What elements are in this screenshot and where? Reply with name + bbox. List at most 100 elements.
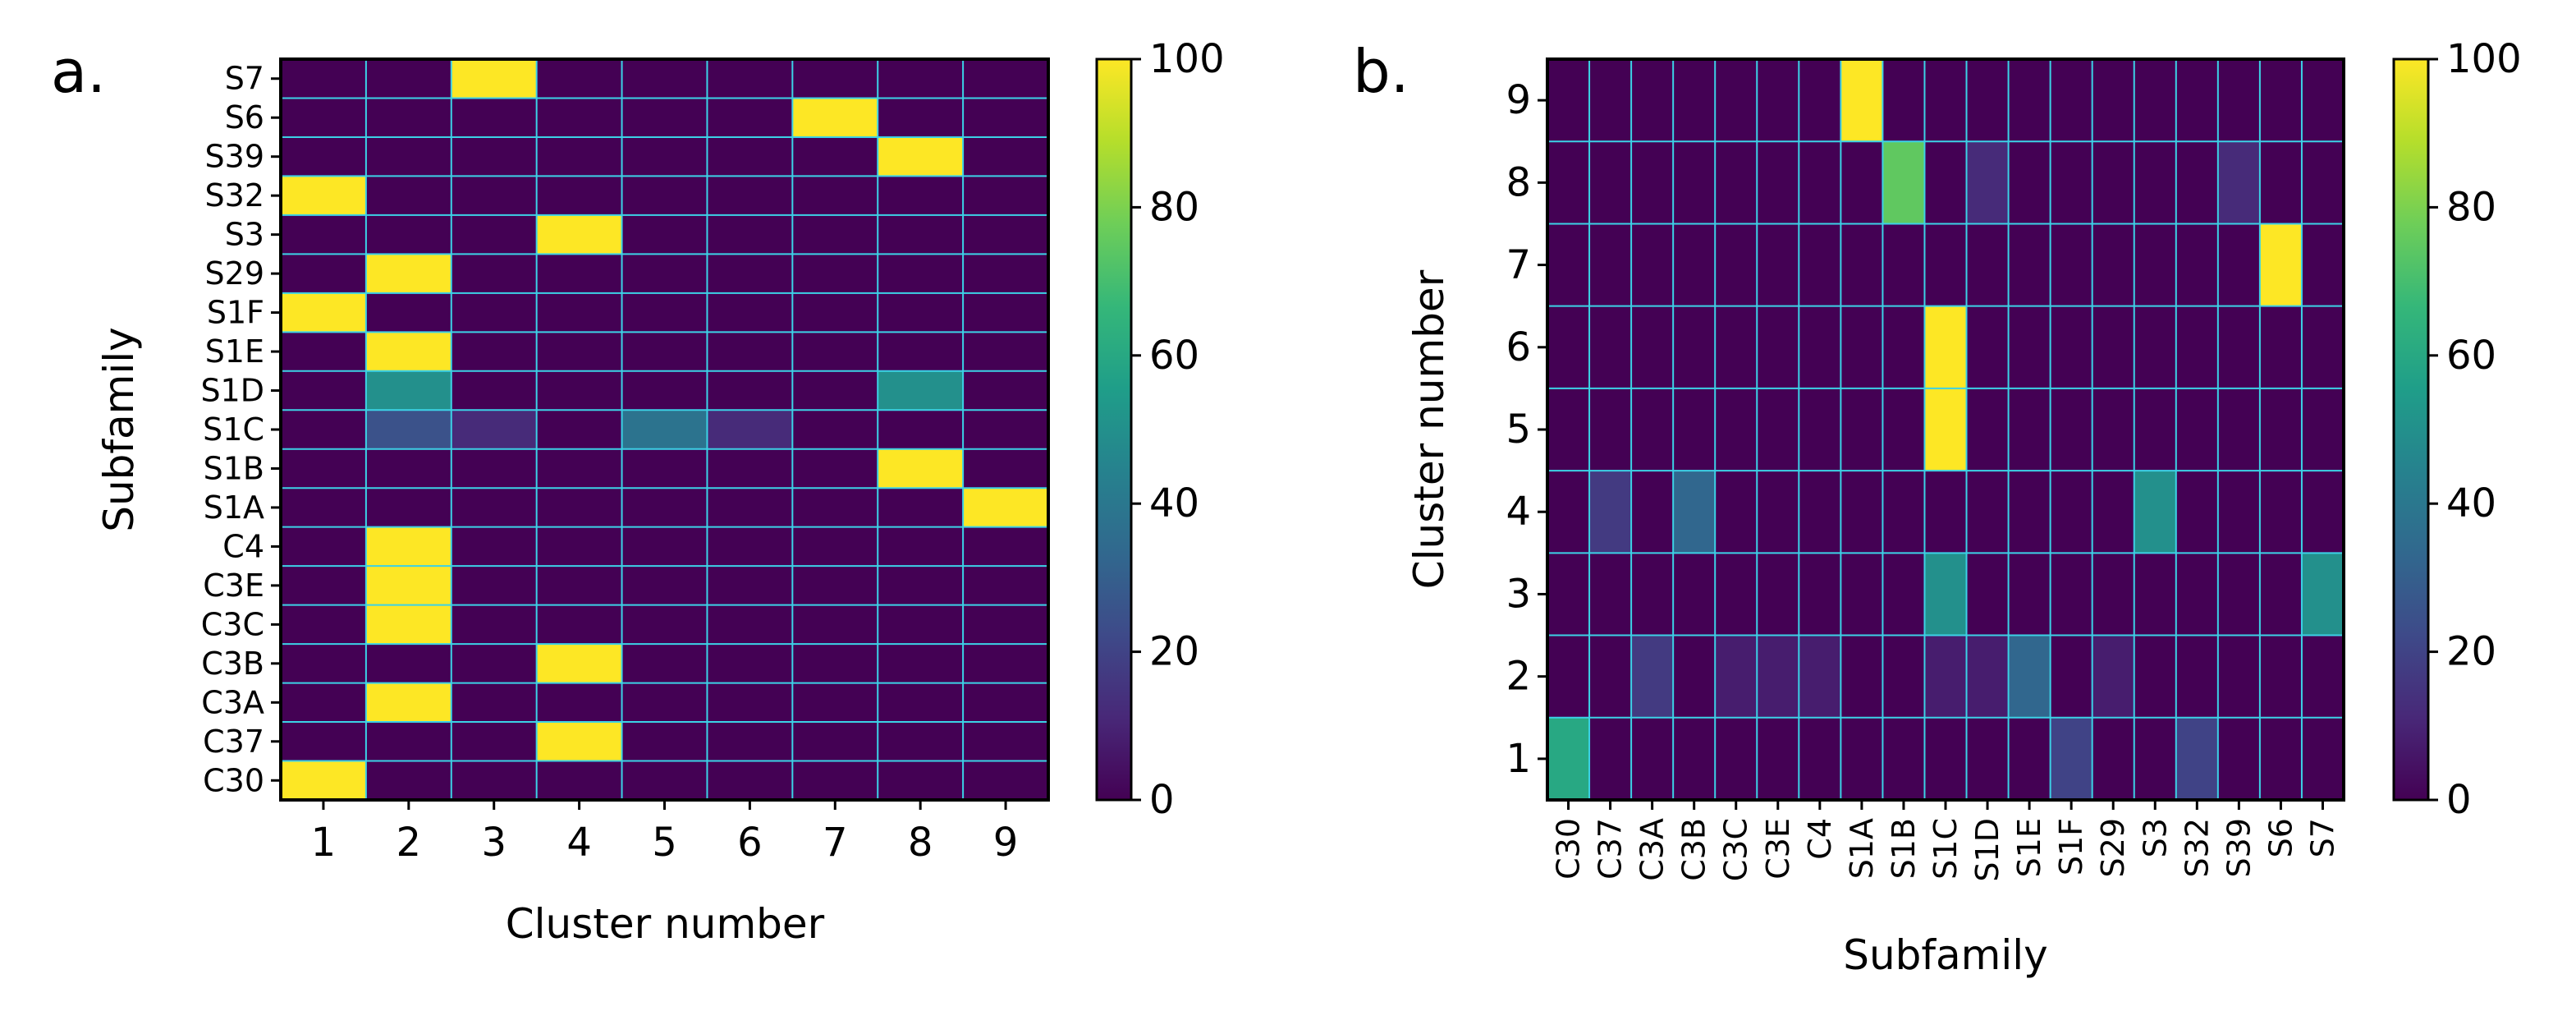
- heatmap-cell: [451, 566, 538, 606]
- heatmap-cell: [621, 98, 708, 138]
- heatmap-cell: [281, 526, 367, 567]
- heatmap-cell: [1799, 141, 1841, 225]
- heatmap-cell: [1924, 553, 1968, 636]
- heatmap-cell: [2217, 59, 2261, 142]
- heatmap-cell: [621, 292, 708, 333]
- y-tick-label: 9: [1506, 77, 1531, 123]
- heatmap-cell: [451, 682, 538, 723]
- heatmap-cell: [451, 370, 538, 411]
- heatmap-cell: [536, 254, 623, 294]
- heatmap-cell: [707, 566, 793, 606]
- heatmap-cell: [2134, 59, 2177, 142]
- heatmap-cell: [536, 526, 623, 567]
- x-tick-label: S1C: [1927, 818, 1964, 880]
- heatmap-cell: [2050, 635, 2093, 719]
- heatmap-cell: [963, 488, 1049, 528]
- panel-b-colorbar: 0 20 40 60 80 100: [2392, 36, 2522, 823]
- panel-b-x-ticks: C30 C37 C3A C3B C3C C3E C4 S1A S1B S1C S1D S1E S1F S2…: [1551, 800, 2340, 882]
- heatmap-cell: [1547, 717, 1590, 801]
- colorbar-gradient: [1097, 59, 1131, 800]
- heatmap-cell: [792, 254, 878, 294]
- heatmap-cell: [1840, 223, 1884, 307]
- y-tick-label: S1E: [205, 333, 264, 370]
- heatmap-cell: [536, 98, 623, 138]
- heatmap-cell: [878, 59, 964, 99]
- heatmap-cell: [2301, 141, 2345, 225]
- heatmap-cell: [1924, 59, 1968, 142]
- y-tick-label: C30: [203, 762, 264, 798]
- heatmap-cell: [451, 136, 538, 177]
- heatmap-cell: [621, 488, 708, 528]
- heatmap-cell: [792, 214, 878, 255]
- x-tick-label: S1F: [2053, 818, 2089, 875]
- heatmap-cell: [1589, 553, 1632, 636]
- heatmap-cell: [963, 604, 1049, 645]
- heatmap-cell: [2092, 635, 2135, 719]
- colorbar-tick-label: 100: [1149, 36, 1225, 82]
- heatmap-cell: [451, 410, 538, 450]
- heatmap-cell: [1589, 306, 1632, 389]
- heatmap-cell: [451, 644, 538, 684]
- heatmap-cell: [2175, 635, 2219, 719]
- heatmap-cell: [281, 292, 367, 333]
- heatmap-cell: [1547, 471, 1590, 554]
- heatmap-cell: [1547, 306, 1590, 389]
- heatmap-cell: [2092, 553, 2135, 636]
- heatmap-cell: [365, 332, 452, 372]
- heatmap-cell: [365, 488, 452, 528]
- heatmap-cell: [878, 722, 964, 762]
- x-tick-label: 6: [737, 820, 763, 866]
- heatmap-cell: [621, 136, 708, 177]
- y-tick-label: 8: [1506, 159, 1531, 205]
- y-tick-label: S1F: [207, 295, 264, 331]
- x-tick-label: S29: [2095, 818, 2131, 877]
- heatmap-cell: [792, 526, 878, 567]
- heatmap-cell: [2301, 223, 2345, 307]
- heatmap-cell: [2301, 471, 2345, 554]
- heatmap-cell: [1840, 388, 1884, 471]
- panel-b-cells: [1547, 59, 2345, 801]
- heatmap-cell: [1799, 223, 1841, 307]
- heatmap-cell: [536, 644, 623, 684]
- heatmap-cell: [365, 254, 452, 294]
- y-tick-label: 7: [1506, 242, 1531, 288]
- heatmap-cell: [621, 254, 708, 294]
- heatmap-cell: [365, 722, 452, 762]
- heatmap-cell: [878, 604, 964, 645]
- x-tick-label: S7: [2304, 818, 2340, 857]
- heatmap-cell: [1840, 59, 1884, 142]
- heatmap-cell: [963, 410, 1049, 450]
- heatmap-cell: [1589, 471, 1632, 554]
- heatmap-cell: [1882, 388, 1926, 471]
- heatmap-cell: [1715, 553, 1758, 636]
- heatmap-cell: [536, 682, 623, 723]
- heatmap-cell: [792, 59, 878, 99]
- panel-b-y-ticks: 9 8 7 6 5 4 3 2 1: [1506, 77, 1547, 782]
- heatmap-cell: [365, 410, 452, 450]
- heatmap-cell: [2259, 471, 2303, 554]
- heatmap-cell: [2217, 717, 2261, 801]
- heatmap-cell: [451, 214, 538, 255]
- heatmap-cell: [365, 292, 452, 333]
- heatmap-cell: [1631, 223, 1674, 307]
- heatmap-cell: [792, 682, 878, 723]
- heatmap-cell: [1966, 717, 2010, 801]
- heatmap-cell: [2259, 223, 2303, 307]
- heatmap-cell: [1924, 223, 1968, 307]
- panel-b-x-axis-label: Subfamily: [1843, 931, 2048, 979]
- colorbar-tick-label: 80: [2446, 184, 2496, 230]
- heatmap-cell: [1631, 388, 1674, 471]
- heatmap-cell: [963, 370, 1049, 411]
- heatmap-cell: [621, 644, 708, 684]
- heatmap-cell: [451, 761, 538, 801]
- heatmap-cell: [536, 59, 623, 99]
- heatmap-cell: [1924, 388, 1968, 471]
- heatmap-cell: [878, 644, 964, 684]
- heatmap-cell: [1631, 59, 1674, 142]
- heatmap-cell: [792, 604, 878, 645]
- heatmap-cell: [1757, 306, 1799, 389]
- y-tick-label: C3B: [201, 646, 264, 682]
- y-tick-label: S1B: [204, 450, 264, 486]
